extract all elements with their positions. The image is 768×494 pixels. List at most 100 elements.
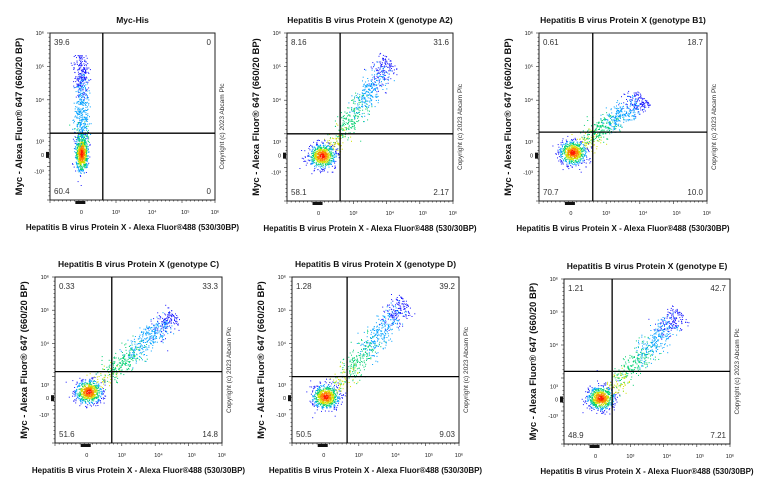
data-point: [619, 111, 621, 113]
data-point: [621, 111, 623, 113]
data-point: [353, 99, 355, 101]
data-point: [82, 123, 84, 125]
data-point: [84, 123, 86, 124]
data-point: [371, 74, 373, 76]
data-point: [87, 157, 89, 159]
data-point: [84, 385, 86, 387]
data-point: [376, 96, 378, 98]
data-point: [102, 368, 104, 370]
data-point: [385, 64, 387, 66]
data-point: [80, 161, 82, 163]
data-point: [319, 145, 321, 147]
data-point: [113, 364, 114, 366]
data-point: [81, 69, 83, 71]
data-point: [82, 396, 84, 398]
data-point: [385, 71, 387, 73]
data-point: [78, 134, 79, 136]
data-point: [316, 158, 318, 160]
data-point: [364, 105, 366, 106]
data-point: [373, 75, 375, 77]
data-point: [616, 119, 617, 121]
data-point: [363, 98, 365, 100]
data-point: [376, 69, 378, 71]
data-point: [336, 153, 338, 155]
data-point: [89, 156, 91, 158]
data-point: [577, 157, 578, 159]
data-point: [643, 108, 645, 110]
data-point: [80, 159, 82, 161]
data-point: [76, 141, 78, 143]
data-point: [587, 149, 589, 151]
data-point: [324, 139, 326, 141]
data-point: [583, 124, 585, 126]
data-point: [139, 341, 141, 343]
data-point: [83, 70, 84, 72]
data-point: [81, 87, 83, 89]
data-point: [94, 377, 96, 378]
data-point: [81, 64, 83, 66]
data-point: [97, 386, 99, 388]
data-point: [378, 81, 380, 83]
data-point: [308, 154, 310, 156]
data-point: [324, 148, 326, 149]
data-point: [334, 145, 336, 147]
data-point: [620, 110, 622, 112]
data-point: [84, 117, 86, 119]
data-point: [82, 100, 84, 102]
data-point: [350, 120, 352, 122]
data-point: [88, 102, 90, 104]
data-point: [171, 319, 173, 321]
data-point: [153, 337, 155, 339]
data-point: [84, 139, 86, 141]
data-point: [321, 152, 323, 154]
data-point: [571, 150, 573, 152]
data-point: [87, 147, 89, 149]
data-point: [374, 78, 376, 80]
data-point: [133, 351, 135, 353]
data-point: [80, 86, 82, 88]
data-point: [363, 83, 365, 85]
data-point: [574, 158, 575, 159]
data-point: [569, 142, 571, 144]
data-point: [88, 87, 90, 89]
data-point: [136, 346, 138, 348]
data-point: [319, 170, 321, 172]
data-point: [606, 112, 608, 114]
y-tick-label: 10⁵: [525, 64, 533, 71]
data-point: [373, 63, 375, 65]
data-point: [376, 61, 378, 63]
data-point: [318, 156, 320, 158]
data-point: [85, 149, 87, 151]
data-point: [86, 81, 88, 83]
data-point: [141, 359, 143, 361]
data-point: [149, 336, 151, 338]
data-point: [364, 115, 366, 117]
data-point: [325, 162, 326, 164]
data-point: [335, 150, 337, 152]
data-point: [78, 108, 80, 110]
data-point: [362, 93, 364, 95]
data-point: [579, 148, 581, 150]
data-point: [380, 64, 382, 66]
data-point: [330, 154, 332, 156]
data-point: [124, 344, 126, 346]
data-point: [115, 368, 117, 369]
data-point: [326, 154, 328, 156]
data-point: [601, 122, 603, 124]
data-point: [317, 160, 319, 162]
data-point: [350, 127, 352, 129]
data-point: [75, 398, 77, 400]
data-point: [379, 68, 381, 70]
data-point: [364, 87, 366, 89]
data-point: [129, 352, 131, 354]
data-point: [175, 320, 177, 322]
data-point: [109, 385, 111, 387]
data-point: [86, 135, 87, 137]
data-point: [581, 162, 583, 164]
data-point: [646, 102, 648, 104]
y-tick-label: 10⁶: [36, 30, 44, 37]
data-point: [163, 334, 165, 336]
data-point: [385, 56, 387, 58]
data-point: [116, 382, 118, 383]
data-point: [68, 396, 70, 398]
